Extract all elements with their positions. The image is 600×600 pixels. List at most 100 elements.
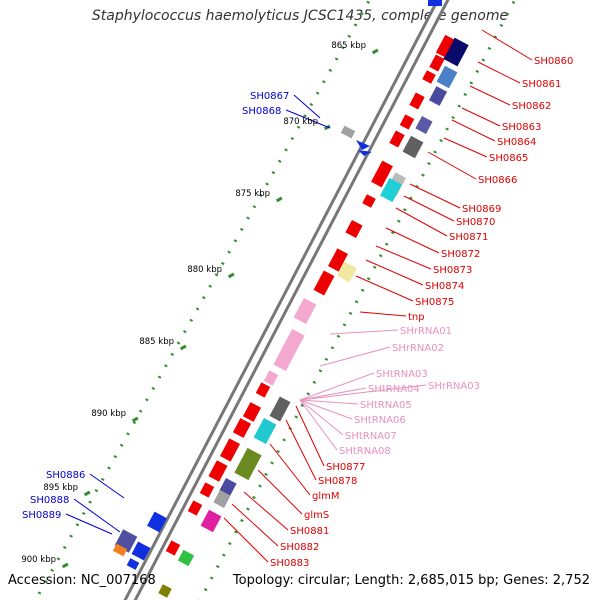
leader-line [231,503,279,547]
gene-arrow-left [358,150,372,156]
inner-ruler-ticks [198,0,517,600]
leader-line [89,473,125,499]
genome-backbone-core [126,0,447,600]
gene-block-left [147,511,167,533]
leader-line [285,109,331,129]
gene-label-right: SH0870 [456,217,495,228]
gene-label-right: SH0873 [433,265,472,276]
gene-arrow [313,270,335,296]
gene-block [402,135,424,159]
leader-line [375,245,432,270]
kbp-mark-label: 900 kbp [21,555,56,565]
gene-block [428,86,448,106]
leader-line [269,443,311,496]
gene-arrow [232,418,252,438]
topology-text: Topology: circular; Length: 2,685,015 bp… [232,573,590,588]
gene-arrow [429,54,445,72]
gene-label-lower: SH0878 [318,476,357,487]
rna-label: SHrRNA03 [428,381,480,392]
leader-line [395,207,448,237]
kbp-mark-label: 885 kbp [139,337,174,347]
gene-block [436,65,458,89]
gene-block-left [112,543,128,557]
leader-line [223,517,269,563]
gene-block [269,396,291,422]
leader-line [295,405,325,467]
gene-label-right: SH0861 [522,79,561,90]
leader-line [299,399,359,405]
outer-ruler-ticks [33,0,372,600]
leader-lines [65,29,533,563]
gene-label-right: SH0860 [534,56,573,67]
gene-label-right: SH0875 [415,297,454,308]
gene-arrow [220,438,240,462]
gene-arrow [389,130,405,148]
gene-block [443,37,469,67]
leader-line [329,329,399,335]
feature-labels: 865 kbp 870 kbp 875 kbp 880 kbp 885 kbp 890 k… [21,41,573,569]
gene-label-right: SH0866 [478,175,517,186]
gene-block [234,447,262,481]
leader-line [359,311,407,317]
kbp-mark-label: 890 kbp [91,409,126,419]
gene-arrow [409,92,425,110]
leader-line [243,491,289,531]
gene-features [112,0,469,598]
rna-label: SHtRNA06 [354,415,406,426]
leader-line [385,227,440,254]
gene-block [415,116,433,134]
gene-label-right: tnp [408,312,425,323]
gene-label-lower: SH0883 [270,558,309,569]
gene-label-lower: SH0881 [290,526,329,537]
rna-label: SHtRNA08 [339,446,391,457]
gene-label-right: SH0871 [449,232,488,243]
leader-line [443,137,488,158]
gene-block [177,549,195,567]
leader-line [481,29,533,61]
gene-block [200,509,222,533]
leader-line [299,399,344,436]
kbp-tick [179,344,187,351]
gene-arrow [242,402,262,422]
gene-arrow [422,70,436,84]
gene-block [428,0,442,6]
gene-block-left [131,541,151,561]
leader-line [427,151,477,180]
rna-label: SHrRNA01 [400,326,452,337]
rna-label: SHtRNA05 [360,400,412,411]
gene-label-lower: glmS [304,510,329,521]
gene-label-left: SH0886 [46,470,85,481]
gene-arrow [165,540,181,556]
gene-label-right: SH0874 [425,281,464,292]
kbp-mark-label: 875 kbp [235,189,270,199]
gene-rna [273,329,305,371]
leader-line [403,195,455,222]
leader-line [355,275,414,302]
leader-line [257,469,303,515]
leader-line [461,107,501,127]
kbp-tick [275,196,283,203]
kbp-tick-group [61,48,379,569]
gene-label-left: SH0867 [250,91,289,102]
gene-arrow [371,160,393,188]
gene-label-right: SH0863 [502,122,541,133]
leader-line [451,119,496,142]
leader-line [293,94,321,119]
leader-line [365,259,424,286]
gene-arrow [345,220,363,238]
leader-line [299,372,375,401]
gene-arrow [435,34,455,58]
gene-label-left: SH0868 [242,106,281,117]
gene-rna [293,298,317,324]
leader-line [299,387,367,401]
gene-arrow [328,248,348,272]
leader-line [319,346,391,367]
gene-arrow [208,460,228,482]
leader-line [409,183,461,209]
gene-block [219,478,237,496]
kbp-tick [61,562,69,569]
gene-label-right: SH0869 [462,204,501,215]
kbp-mark-label: 895 kbp [43,483,78,493]
kbp-tick [83,490,91,497]
